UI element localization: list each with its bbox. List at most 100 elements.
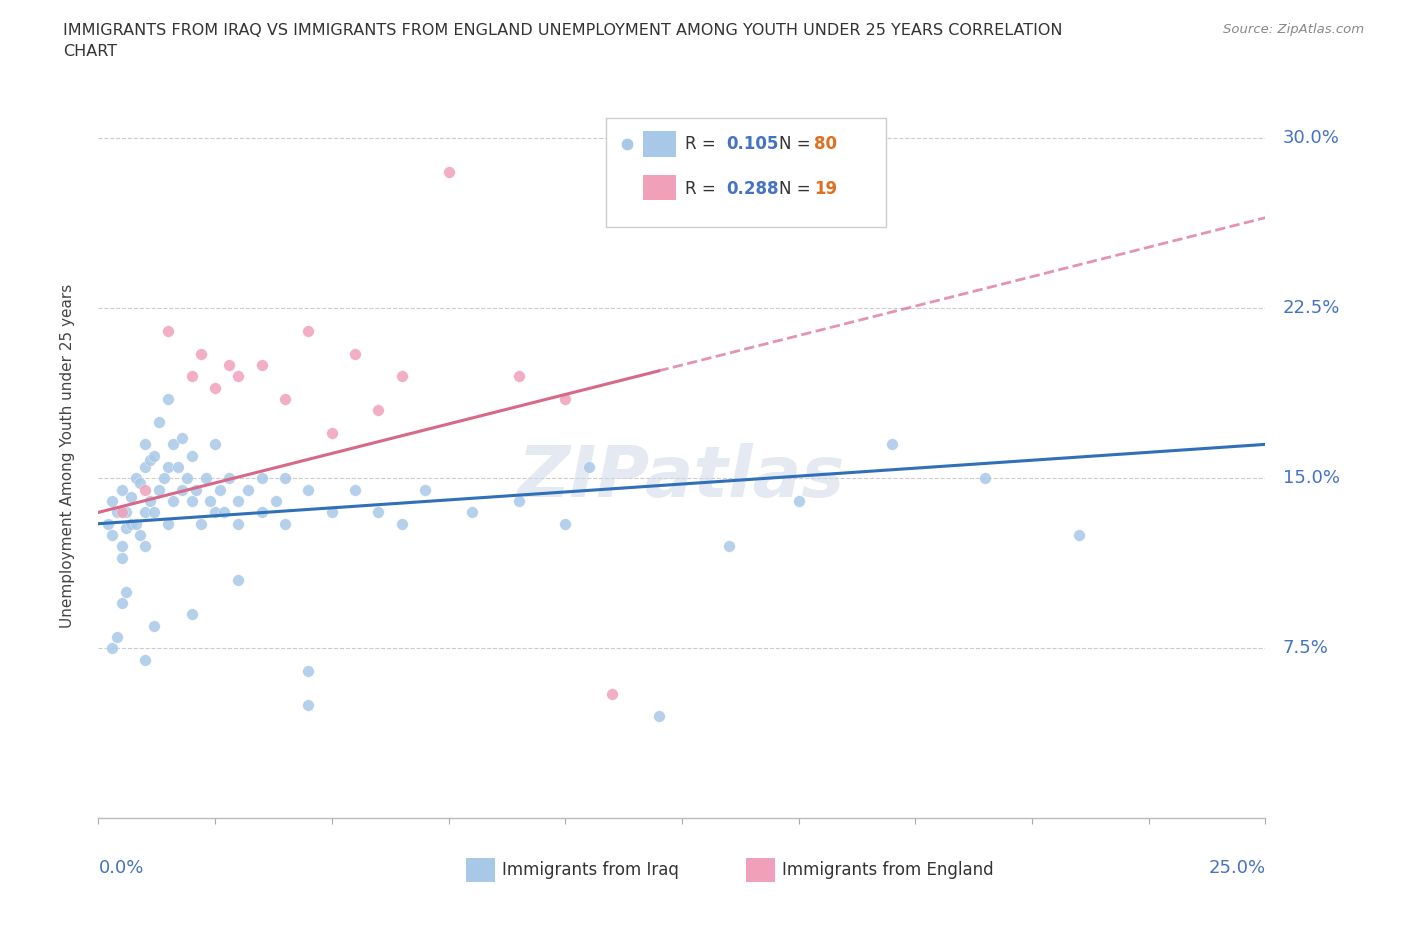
Point	[236, 483, 259, 498]
Point	[200, 494, 222, 509]
Point	[204, 380, 226, 395]
Point	[134, 437, 156, 452]
Point	[228, 369, 250, 384]
Point	[115, 584, 138, 599]
Point	[250, 471, 273, 485]
Point	[101, 641, 124, 656]
Point	[508, 369, 530, 384]
Bar	[465, 858, 495, 882]
Bar	[644, 131, 676, 157]
Point	[115, 521, 138, 536]
Bar	[747, 858, 775, 882]
Text: 0.0%: 0.0%	[98, 859, 143, 877]
Point	[647, 709, 669, 724]
Point	[321, 426, 343, 441]
Point	[139, 453, 162, 468]
Point	[172, 483, 194, 498]
Point	[600, 686, 623, 701]
Point	[274, 471, 297, 485]
Text: N =: N =	[779, 179, 815, 198]
Point	[157, 324, 180, 339]
Point	[391, 369, 413, 384]
Point	[143, 505, 166, 520]
Point	[508, 494, 530, 509]
Point	[101, 527, 124, 542]
Point	[180, 369, 202, 384]
Text: 7.5%: 7.5%	[1282, 640, 1329, 658]
Point	[274, 516, 297, 531]
Y-axis label: Unemployment Among Youth under 25 years: Unemployment Among Youth under 25 years	[60, 284, 75, 628]
Text: Immigrants from Iraq: Immigrants from Iraq	[502, 861, 679, 879]
Point	[176, 471, 198, 485]
Point	[125, 471, 148, 485]
Point	[321, 505, 343, 520]
Text: 0.288: 0.288	[727, 179, 779, 198]
Text: Source: ZipAtlas.com: Source: ZipAtlas.com	[1223, 23, 1364, 36]
Text: ZIPatlas: ZIPatlas	[519, 443, 845, 512]
Point	[974, 471, 997, 485]
Point	[787, 494, 810, 509]
Point	[190, 346, 212, 361]
Point	[172, 430, 194, 445]
Point	[143, 618, 166, 633]
Point	[297, 698, 319, 712]
Text: 22.5%: 22.5%	[1282, 299, 1340, 317]
Point	[297, 483, 319, 498]
Point	[180, 448, 202, 463]
Text: R =: R =	[685, 179, 721, 198]
Point	[152, 471, 174, 485]
Point	[166, 459, 188, 474]
Text: 25.0%: 25.0%	[1208, 859, 1265, 877]
Point	[218, 358, 240, 373]
Point	[111, 551, 134, 565]
Point	[120, 516, 142, 531]
Point	[208, 483, 231, 498]
Text: IMMIGRANTS FROM IRAQ VS IMMIGRANTS FROM ENGLAND UNEMPLOYMENT AMONG YOUTH UNDER 2: IMMIGRANTS FROM IRAQ VS IMMIGRANTS FROM …	[63, 23, 1063, 38]
Text: Immigrants from England: Immigrants from England	[782, 861, 994, 879]
Point	[157, 459, 180, 474]
Point	[143, 448, 166, 463]
Point	[274, 392, 297, 406]
Point	[344, 346, 367, 361]
Point	[367, 505, 389, 520]
Point	[134, 652, 156, 667]
Point	[162, 494, 184, 509]
Point	[115, 505, 138, 520]
Point	[297, 664, 319, 679]
Text: CHART: CHART	[63, 44, 117, 59]
Point	[391, 516, 413, 531]
Point	[1067, 527, 1090, 542]
Point	[111, 483, 134, 498]
Point	[105, 630, 128, 644]
Point	[180, 607, 202, 622]
Point	[880, 437, 903, 452]
Point	[111, 505, 134, 520]
Point	[228, 573, 250, 588]
Point	[97, 516, 120, 531]
Point	[190, 516, 212, 531]
Text: R =: R =	[685, 135, 721, 153]
Point	[264, 494, 287, 509]
Bar	[644, 175, 676, 200]
Point	[717, 539, 740, 554]
Point	[228, 494, 250, 509]
Point	[120, 489, 142, 504]
Point	[157, 392, 180, 406]
Point	[228, 516, 250, 531]
Point	[214, 505, 236, 520]
Point	[437, 165, 460, 179]
Text: N =: N =	[779, 135, 815, 153]
Point	[186, 483, 208, 498]
Point	[134, 505, 156, 520]
Point	[461, 505, 484, 520]
Point	[105, 505, 128, 520]
Point	[148, 414, 170, 429]
Point	[413, 483, 436, 498]
Point	[157, 516, 180, 531]
Point	[111, 539, 134, 554]
Text: 19: 19	[814, 179, 837, 198]
Point	[194, 471, 217, 485]
Point	[134, 539, 156, 554]
FancyBboxPatch shape	[606, 118, 886, 227]
Point	[218, 471, 240, 485]
